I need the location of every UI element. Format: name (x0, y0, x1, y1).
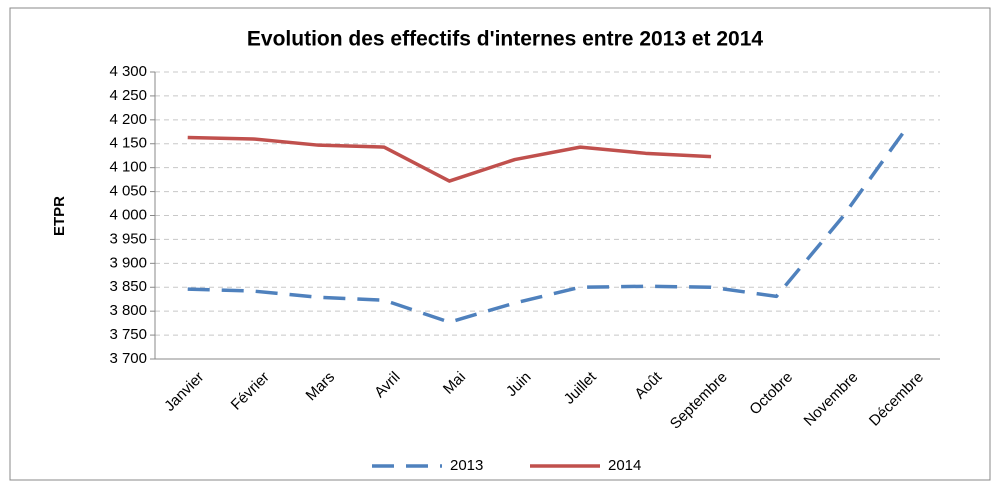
series-line (187, 125, 909, 324)
legend-label: 2014 (608, 457, 641, 474)
series-line (187, 135, 712, 183)
y-tick-label: 4 250 (109, 87, 147, 104)
y-tick-label: 4 200 (109, 111, 147, 128)
y-tick-label: 3 850 (109, 278, 147, 295)
y-tick-label: 3 950 (109, 230, 147, 247)
chart-title: Evolution des effectifs d'internes entre… (247, 28, 764, 51)
y-tick-label: 3 750 (109, 326, 147, 343)
y-tick-label: 4 000 (109, 206, 147, 223)
y-tick-label: 4 100 (109, 159, 147, 176)
y-tick-label: 3 800 (109, 302, 147, 319)
legend-label: 2013 (450, 457, 483, 474)
y-tick-label: 4 150 (109, 135, 147, 152)
y-tick-label: 4 050 (109, 183, 147, 200)
y-tick-label: 4 300 (109, 63, 147, 80)
y-axis-title: ETPR (51, 196, 68, 236)
y-tick-label: 3 900 (109, 254, 147, 271)
chart-frame (9, 7, 991, 481)
y-tick-label: 3 700 (109, 350, 147, 367)
